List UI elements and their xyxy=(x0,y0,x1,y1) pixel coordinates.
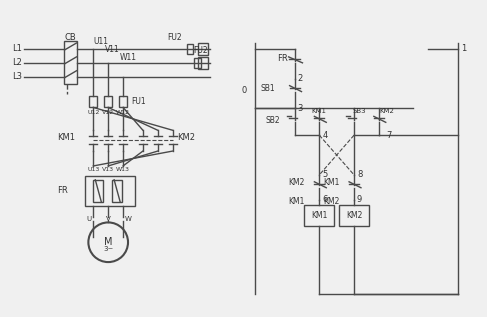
Text: FU2: FU2 xyxy=(167,33,182,42)
Text: L3: L3 xyxy=(12,72,22,81)
Text: KM2: KM2 xyxy=(288,178,304,187)
Text: U13: U13 xyxy=(87,167,99,172)
Text: W11: W11 xyxy=(120,53,137,62)
Bar xyxy=(119,95,127,107)
Bar xyxy=(194,58,201,68)
Text: 8: 8 xyxy=(357,170,362,179)
Text: M: M xyxy=(104,237,112,247)
Text: V: V xyxy=(106,217,111,223)
Text: SB1: SB1 xyxy=(260,84,275,93)
Text: KM2: KM2 xyxy=(178,133,196,142)
Text: SB2: SB2 xyxy=(265,116,280,125)
Text: SB3: SB3 xyxy=(352,108,366,114)
Text: 7: 7 xyxy=(387,131,392,140)
Bar xyxy=(89,95,97,107)
Text: W: W xyxy=(125,217,132,223)
Text: U12: U12 xyxy=(87,110,99,115)
Text: 3~: 3~ xyxy=(103,246,113,252)
Text: 2: 2 xyxy=(298,74,303,83)
Text: 9: 9 xyxy=(357,195,362,204)
Text: KM1: KM1 xyxy=(56,133,75,142)
Text: 6: 6 xyxy=(322,195,328,204)
Bar xyxy=(94,180,103,202)
Text: 5: 5 xyxy=(322,170,328,179)
Bar xyxy=(187,44,193,54)
Bar xyxy=(112,180,122,202)
Text: FR: FR xyxy=(56,186,67,195)
Text: FU1: FU1 xyxy=(131,97,146,106)
Bar xyxy=(304,204,334,226)
Text: W13: W13 xyxy=(116,167,130,172)
Text: U: U xyxy=(86,217,92,223)
Text: 0: 0 xyxy=(242,86,247,95)
Bar xyxy=(198,43,208,55)
Text: KM2: KM2 xyxy=(346,211,362,220)
Text: L1: L1 xyxy=(12,44,22,54)
Bar xyxy=(339,204,369,226)
Text: KM1: KM1 xyxy=(323,178,339,187)
Text: U11: U11 xyxy=(94,36,108,46)
Text: KM2: KM2 xyxy=(379,108,394,114)
Bar xyxy=(198,57,208,69)
Text: 4: 4 xyxy=(322,131,328,140)
Text: V12: V12 xyxy=(102,110,114,115)
Bar xyxy=(85,176,135,206)
Bar xyxy=(64,41,77,84)
Text: KM2: KM2 xyxy=(323,197,339,206)
Text: W12: W12 xyxy=(116,110,130,115)
Text: FR: FR xyxy=(277,55,287,63)
Text: V11: V11 xyxy=(105,45,120,55)
Text: CB: CB xyxy=(65,33,76,42)
Text: L2: L2 xyxy=(12,58,22,67)
Text: KM1: KM1 xyxy=(311,211,328,220)
Text: KM1: KM1 xyxy=(288,197,304,206)
Text: 3: 3 xyxy=(298,104,303,113)
Bar xyxy=(104,95,112,107)
Text: FU2: FU2 xyxy=(194,47,208,55)
Text: V13: V13 xyxy=(102,167,114,172)
Text: KM1: KM1 xyxy=(312,108,327,114)
Text: 1: 1 xyxy=(461,44,467,54)
